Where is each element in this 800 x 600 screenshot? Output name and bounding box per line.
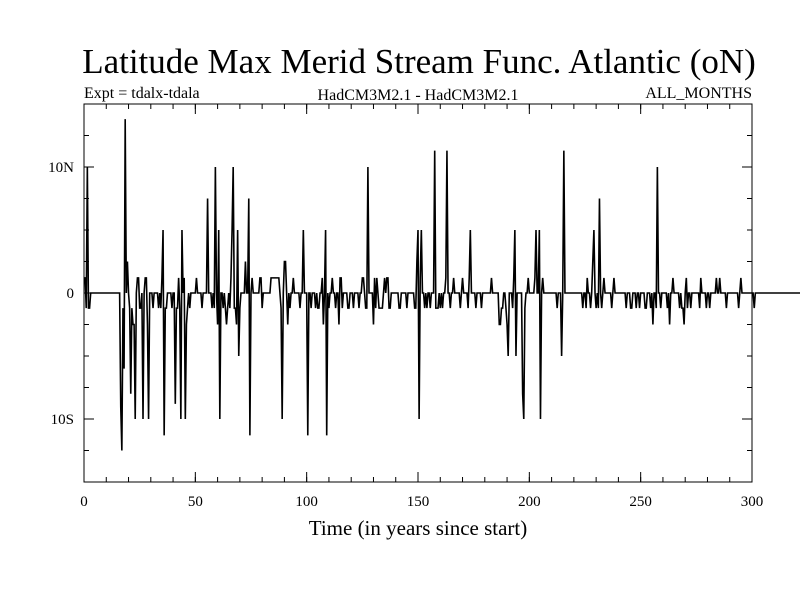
chart-title: Latitude Max Merid Stream Func. Atlantic… — [82, 42, 756, 81]
series-line-latitude — [84, 119, 800, 451]
subtitle-right: ALL_MONTHS — [645, 85, 752, 102]
y-tick-label: 0 — [67, 286, 75, 302]
x-tick-label: 50 — [188, 494, 203, 510]
subtitle-left: Expt = tdalx-tdala — [84, 85, 200, 102]
x-tick-label: 100 — [295, 494, 318, 510]
y-tick-label: 10S — [51, 412, 74, 428]
subtitle-center: HadCM3M2.1 - HadCM3M2.1 — [318, 87, 519, 104]
x-tick-label: 250 — [629, 494, 652, 510]
x-tick-label: 150 — [407, 494, 430, 510]
x-tick-label: 0 — [80, 494, 88, 510]
x-axis-label: Time (in years since start) — [309, 516, 528, 540]
y-tick-label: 10N — [48, 160, 74, 176]
x-tick-label: 200 — [518, 494, 541, 510]
x-tick-label: 300 — [741, 494, 764, 510]
